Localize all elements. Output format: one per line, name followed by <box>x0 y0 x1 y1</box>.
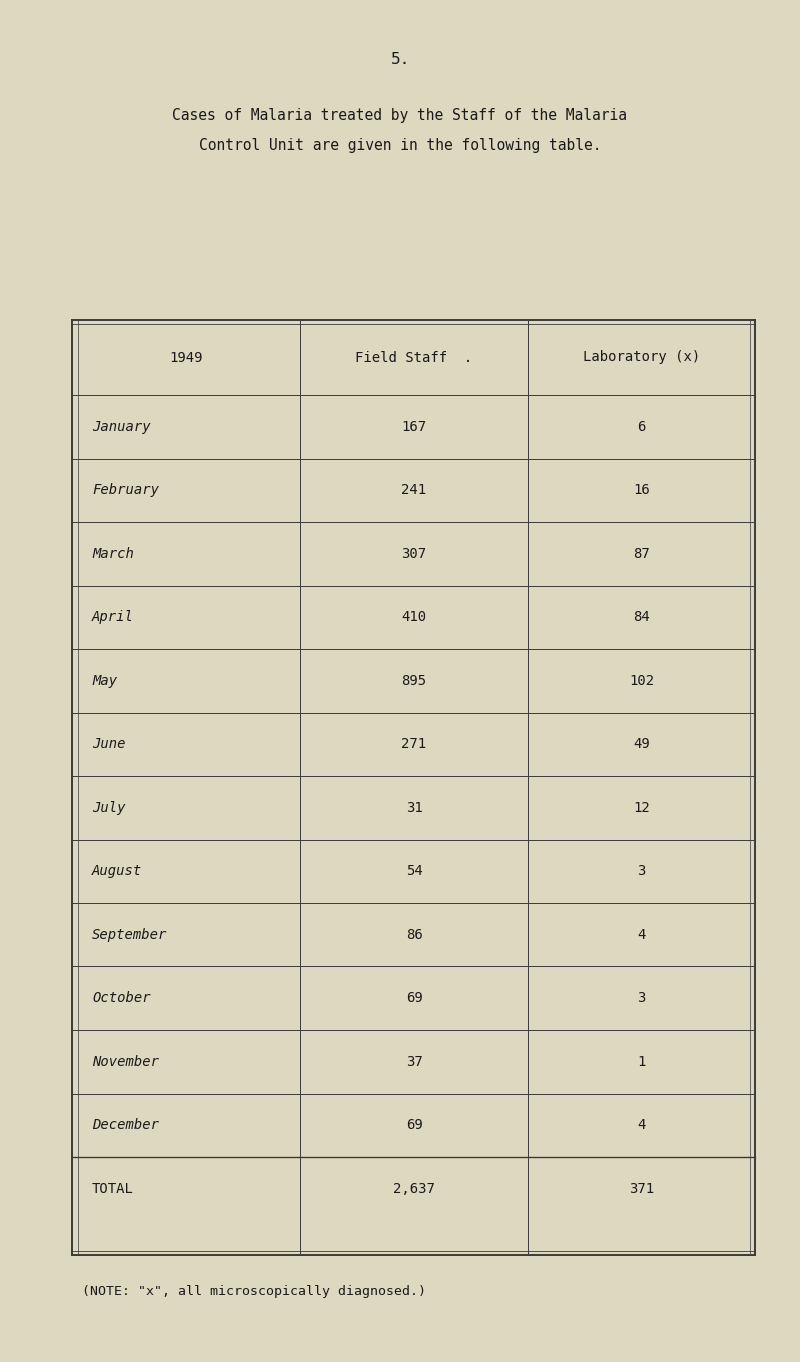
Text: 69: 69 <box>406 992 422 1005</box>
Text: September: September <box>92 928 167 941</box>
Text: 1949: 1949 <box>170 350 202 365</box>
Text: 4: 4 <box>638 1118 646 1132</box>
Text: Control Unit are given in the following table.: Control Unit are given in the following … <box>198 138 602 153</box>
Text: July: July <box>92 801 126 814</box>
Text: 54: 54 <box>406 865 422 878</box>
Text: March: March <box>92 546 134 561</box>
Text: 69: 69 <box>406 1118 422 1132</box>
Text: 16: 16 <box>633 484 650 497</box>
Text: June: June <box>92 737 126 752</box>
Text: 84: 84 <box>633 610 650 624</box>
Text: November: November <box>92 1054 159 1069</box>
Text: Cases of Malaria treated by the Staff of the Malaria: Cases of Malaria treated by the Staff of… <box>173 108 627 123</box>
Text: May: May <box>92 674 117 688</box>
Text: 102: 102 <box>629 674 654 688</box>
Text: 86: 86 <box>406 928 422 941</box>
Text: TOTAL: TOTAL <box>92 1182 134 1196</box>
Text: 895: 895 <box>402 674 426 688</box>
Text: January: January <box>92 419 150 433</box>
Text: 4: 4 <box>638 928 646 941</box>
Text: 307: 307 <box>402 546 426 561</box>
Text: (NOTE: "x", all microscopically diagnosed.): (NOTE: "x", all microscopically diagnose… <box>82 1284 426 1298</box>
Text: April: April <box>92 610 134 624</box>
Text: 271: 271 <box>402 737 426 752</box>
Text: 37: 37 <box>406 1054 422 1069</box>
Text: 5.: 5. <box>390 52 410 67</box>
Text: 2,637: 2,637 <box>393 1182 435 1196</box>
Text: 1: 1 <box>638 1054 646 1069</box>
Text: Laboratory (x): Laboratory (x) <box>583 350 700 365</box>
Text: February: February <box>92 484 159 497</box>
Text: 31: 31 <box>406 801 422 814</box>
Text: August: August <box>92 865 142 878</box>
Text: 87: 87 <box>633 546 650 561</box>
Text: 241: 241 <box>402 484 426 497</box>
Text: 3: 3 <box>638 865 646 878</box>
Text: October: October <box>92 992 150 1005</box>
Text: 371: 371 <box>629 1182 654 1196</box>
Text: 49: 49 <box>633 737 650 752</box>
Text: Field Staff  .: Field Staff . <box>355 350 473 365</box>
Text: December: December <box>92 1118 159 1132</box>
Text: 410: 410 <box>402 610 426 624</box>
Text: 6: 6 <box>638 419 646 433</box>
Text: 3: 3 <box>638 992 646 1005</box>
Text: 12: 12 <box>633 801 650 814</box>
Text: 167: 167 <box>402 419 426 433</box>
